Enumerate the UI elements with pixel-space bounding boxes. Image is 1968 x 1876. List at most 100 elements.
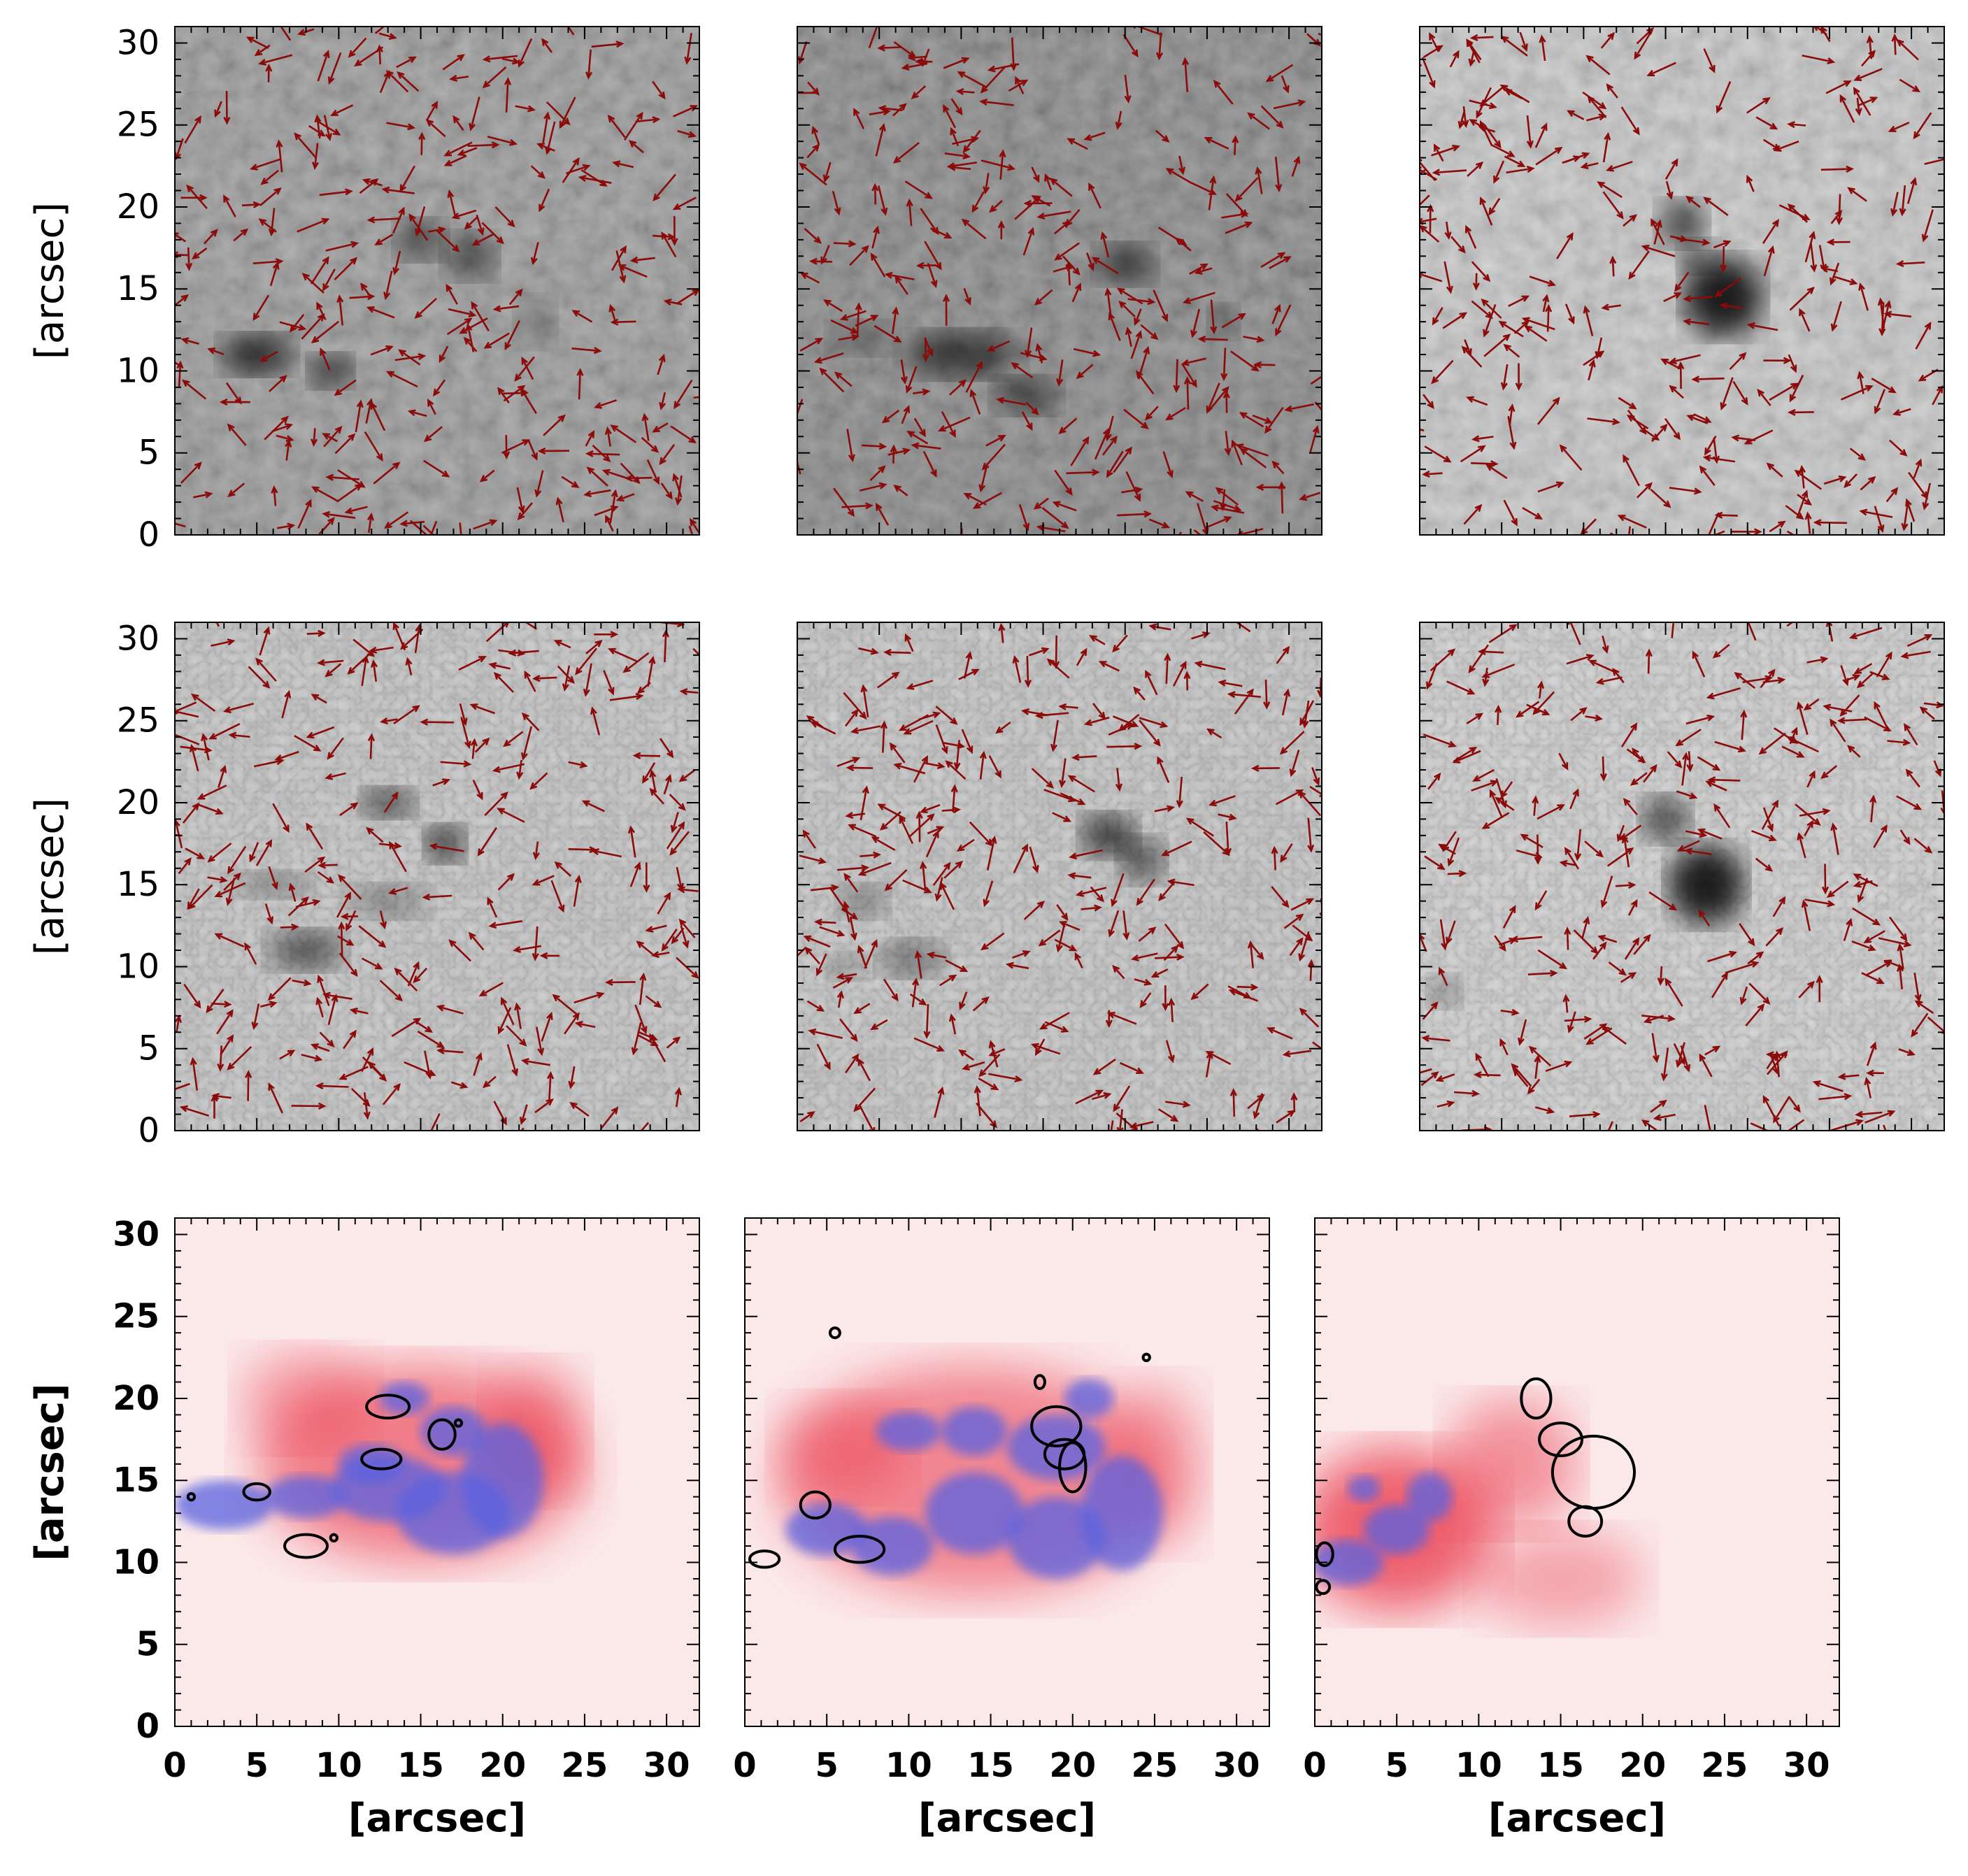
velocity-arrow xyxy=(381,186,415,194)
velocity-arrow xyxy=(334,433,356,454)
velocity-arrow xyxy=(415,206,426,237)
velocity-arrow xyxy=(1626,415,1649,429)
velocity-arrow xyxy=(506,1044,519,1077)
velocity-arrow xyxy=(1889,439,1908,457)
velocity-arrow xyxy=(1092,1058,1116,1075)
velocity-arrow xyxy=(216,1009,234,1035)
velocity-arrow xyxy=(1583,1023,1608,1040)
velocity-arrow xyxy=(281,689,292,719)
velocity-arrow xyxy=(601,468,629,480)
negative-region xyxy=(462,1423,544,1538)
velocity-arrow xyxy=(892,306,899,334)
velocity-arrow xyxy=(501,57,520,65)
velocity-arrow xyxy=(573,875,582,907)
velocity-arrow xyxy=(1056,359,1064,387)
velocity-arrow xyxy=(1901,503,1909,531)
velocity-arrow xyxy=(1320,886,1322,889)
velocity-arrow xyxy=(1820,765,1838,779)
dark-feature xyxy=(1118,837,1164,883)
velocity-arrow xyxy=(1190,308,1201,338)
velocity-arrow xyxy=(1163,945,1179,961)
velocity-arrow xyxy=(383,791,399,813)
x-tick-label: 30 xyxy=(1783,1746,1830,1785)
velocity-arrow xyxy=(1165,168,1192,184)
velocity-arrow xyxy=(1289,750,1300,778)
velocity-arrow xyxy=(573,991,605,1004)
velocity-arrow xyxy=(799,854,827,864)
velocity-arrow xyxy=(294,132,317,159)
velocity-arrow xyxy=(1113,715,1139,728)
velocity-arrow xyxy=(1864,1110,1896,1124)
velocity-arrow xyxy=(1466,38,1482,61)
velocity-arrow xyxy=(604,427,612,447)
velocity-arrow xyxy=(497,387,510,403)
velocity-arrow xyxy=(366,826,384,843)
velocity-arrow xyxy=(1204,137,1229,150)
velocity-arrow xyxy=(183,983,201,1009)
velocity-arrow xyxy=(1252,414,1274,424)
x-tick-label: 25 xyxy=(1132,1746,1178,1785)
velocity-arrow xyxy=(1056,903,1069,922)
velocity-arrow xyxy=(1731,528,1762,535)
panel-row3-col2 xyxy=(744,1217,1270,1727)
velocity-arrow xyxy=(245,36,269,49)
velocity-arrow xyxy=(1583,350,1605,366)
velocity-arrow xyxy=(1896,795,1923,810)
velocity-arrow xyxy=(1271,886,1290,908)
velocity-arrow xyxy=(1852,907,1881,926)
velocity-arrow xyxy=(1111,873,1125,908)
velocity-arrow xyxy=(264,415,289,441)
velocity-arrow xyxy=(1832,275,1858,285)
velocity-arrow xyxy=(557,665,575,685)
velocity-arrow xyxy=(1830,301,1842,332)
velocity-arrow xyxy=(327,737,344,760)
velocity-arrow xyxy=(1636,482,1653,499)
velocity-arrow xyxy=(1307,959,1315,981)
velocity-arrow xyxy=(386,371,418,388)
velocity-arrow xyxy=(487,896,498,918)
velocity-arrow xyxy=(1500,1008,1520,1016)
velocity-arrow xyxy=(265,63,273,83)
velocity-arrow xyxy=(379,910,387,930)
velocity-arrow xyxy=(1536,396,1560,425)
velocity-arrow xyxy=(436,1047,464,1055)
velocity-arrow xyxy=(1120,1062,1144,1074)
velocity-arrow xyxy=(1123,408,1149,429)
velocity-arrow xyxy=(532,926,539,961)
dark-feature xyxy=(1081,814,1137,857)
velocity-arrow xyxy=(1185,817,1214,837)
velocity-arrow xyxy=(1150,968,1169,978)
velocity-arrow xyxy=(330,104,354,116)
velocity-arrow xyxy=(1707,950,1738,963)
velocity-arrow xyxy=(684,33,692,65)
velocity-arrow xyxy=(1116,1109,1124,1131)
dark-feature xyxy=(1678,239,1718,273)
velocity-arrow xyxy=(365,398,374,424)
velocity-arrow xyxy=(850,725,881,734)
velocity-arrow xyxy=(554,861,572,877)
velocity-arrow xyxy=(1913,838,1933,854)
velocity-arrow xyxy=(1837,1073,1860,1080)
velocity-arrow xyxy=(1504,155,1526,167)
velocity-arrow xyxy=(561,475,580,489)
velocity-arrow xyxy=(1876,651,1892,678)
velocity-arrow xyxy=(1632,747,1645,764)
velocity-arrow xyxy=(1674,271,1690,292)
velocity-arrow xyxy=(197,785,227,800)
velocity-arrow xyxy=(1090,886,1104,903)
velocity-arrow xyxy=(373,461,401,485)
velocity-arrow xyxy=(520,1058,550,1066)
velocity-arrow xyxy=(1464,224,1477,249)
velocity-arrow xyxy=(516,487,525,514)
velocity-arrow xyxy=(1157,756,1170,783)
velocity-arrow xyxy=(643,862,650,893)
velocity-arrow xyxy=(334,257,358,280)
labels-layer: 0 5 10 15 20 25 30 [arcsec] 0 5 10 15 20 25 30 [arcsec]… xyxy=(27,23,1830,1841)
contour-line xyxy=(828,1326,841,1340)
velocity-arrow xyxy=(689,517,699,534)
velocity-arrow xyxy=(1599,756,1607,782)
velocity-arrow xyxy=(497,873,515,891)
velocity-arrow xyxy=(833,487,855,517)
velocity-arrow xyxy=(663,299,683,306)
velocity-arrow xyxy=(367,733,376,759)
